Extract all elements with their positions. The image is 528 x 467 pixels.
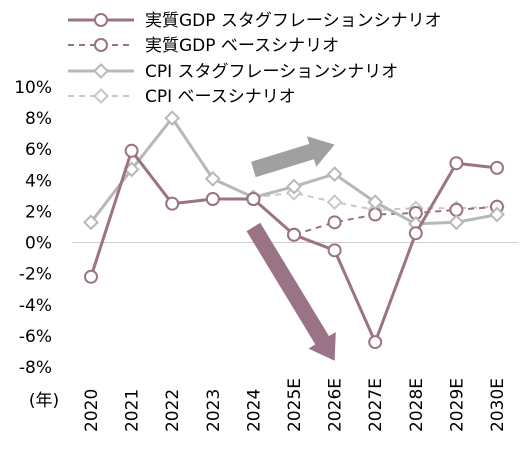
y-tick-label: 6% (25, 140, 52, 160)
legend-marker (94, 38, 108, 52)
y-tick-label: -2% (19, 265, 52, 285)
data-point (408, 226, 423, 241)
data-point (124, 143, 139, 158)
legend-marker (94, 13, 108, 27)
y-tick-label: 8% (25, 109, 52, 129)
data-point (326, 166, 343, 183)
x-tick-label: 2030E (488, 378, 508, 432)
x-tick-label: 2026E (326, 378, 346, 432)
x-tick-label: 2023 (204, 389, 224, 432)
data-point (164, 110, 181, 127)
y-tick-label: 10% (14, 78, 52, 98)
x-tick-label: 2021 (123, 389, 143, 432)
data-point (165, 196, 180, 211)
data-point (286, 178, 302, 195)
data-point (287, 227, 301, 242)
legend-item: CPI ベースシナリオ (68, 87, 296, 107)
data-point (327, 215, 342, 230)
data-point (327, 243, 342, 258)
legend-marker (93, 88, 109, 104)
legend-marker (93, 63, 109, 79)
data-point (83, 214, 99, 231)
annotation-arrows (246, 136, 336, 361)
data-point (368, 335, 383, 350)
legend-item: 実質GDP ベースシナリオ (68, 36, 339, 56)
annotation-arrow-up (251, 136, 335, 178)
annotation-arrow-down (246, 222, 336, 361)
x-tick-label: 2022 (163, 389, 183, 432)
x-tick-label: 2028E (407, 378, 427, 432)
data-point (448, 214, 465, 231)
y-tick-label: -4% (19, 296, 52, 316)
x-tick-label: 2029E (447, 378, 467, 432)
data-point (204, 170, 221, 187)
series-0 (84, 143, 504, 350)
x-unit-label: (年) (29, 391, 59, 411)
legend-label: CPI スタグフレーションシナリオ (145, 62, 398, 82)
x-tick-label: 2027E (366, 378, 386, 432)
series-line (89, 116, 498, 226)
legend-label: 実質GDP ベースシナリオ (145, 36, 339, 56)
y-tick-label: -8% (19, 358, 52, 378)
y-tick-label: 2% (25, 202, 52, 222)
legend-item: CPI スタグフレーションシナリオ (68, 62, 398, 82)
data-point (367, 194, 384, 211)
axis-group: -8% -6% -4% -2% 0% 2% 4% 6% 8% 10% 2020 2021 2022 202… (14, 78, 518, 432)
data-point (326, 194, 343, 211)
y-tick-label: -6% (19, 327, 52, 347)
legend-label: CPI ベースシナリオ (145, 87, 296, 107)
legend-item: 実質GDP スタグフレーションシナリオ (68, 11, 442, 31)
series-group (83, 110, 505, 350)
data-point (449, 156, 464, 171)
legend-label: 実質GDP スタグフレーションシナリオ (145, 11, 442, 31)
data-point (489, 206, 505, 223)
data-point (246, 192, 261, 206)
data-point (490, 160, 504, 175)
data-point (205, 192, 220, 206)
x-tick-label: 2025E (285, 378, 305, 432)
data-point (449, 202, 464, 217)
y-tick-label: 0% (25, 234, 52, 254)
x-tick-label: 2020 (82, 389, 102, 432)
data-point (84, 269, 98, 284)
y-tick-label: 4% (25, 171, 52, 191)
data-point (368, 207, 383, 222)
x-tick-label: 2024 (244, 389, 264, 432)
